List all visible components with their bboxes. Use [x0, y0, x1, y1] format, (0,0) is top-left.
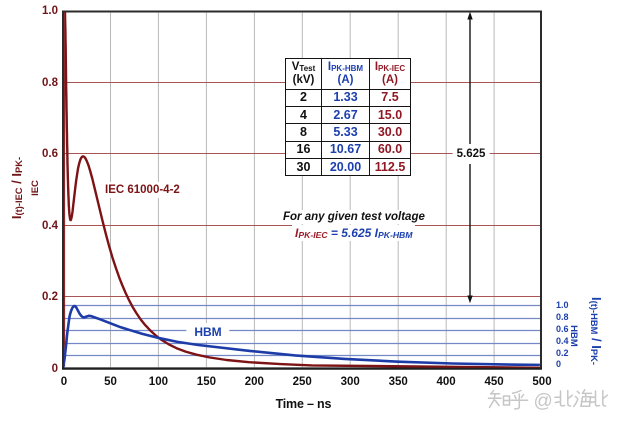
svg-text:@: @ [534, 391, 553, 412]
